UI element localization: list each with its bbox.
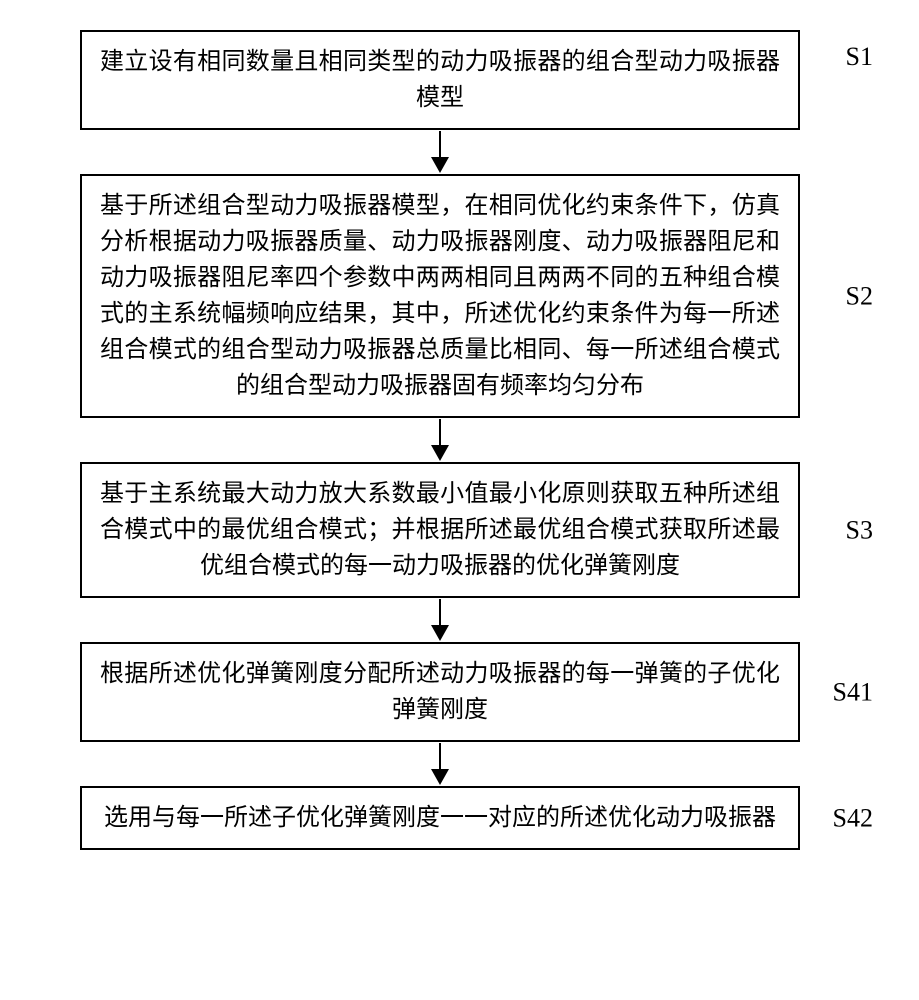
flowchart-node-s1: 建立设有相同数量且相同类型的动力吸振器的组合型动力吸振器模型 S1 xyxy=(80,30,800,130)
node-text: 基于所述组合型动力吸振器模型，在相同优化约束条件下，仿真分析根据动力吸振器质量、… xyxy=(100,188,780,404)
flowchart-node-s42: 选用与每一所述子优化弹簧刚度一一对应的所述优化动力吸振器 S42 xyxy=(80,786,800,850)
flowchart-arrow xyxy=(431,418,449,462)
node-label: S2 xyxy=(846,277,873,316)
arrow-line xyxy=(439,131,441,157)
arrow-head-icon xyxy=(431,157,449,173)
flowchart-node-s41: 根据所述优化弹簧刚度分配所述动力吸振器的每一弹簧的子优化弹簧刚度 S41 xyxy=(80,642,800,742)
arrow-line xyxy=(439,419,441,445)
node-label: S41 xyxy=(833,673,873,712)
arrow-line xyxy=(439,599,441,625)
node-text: 根据所述优化弹簧刚度分配所述动力吸振器的每一弹簧的子优化弹簧刚度 xyxy=(100,656,780,728)
flowchart-arrow xyxy=(431,598,449,642)
node-text: 建立设有相同数量且相同类型的动力吸振器的组合型动力吸振器模型 xyxy=(100,44,780,116)
node-label: S42 xyxy=(833,799,873,838)
arrow-head-icon xyxy=(431,625,449,641)
arrow-head-icon xyxy=(431,769,449,785)
flowchart-arrow xyxy=(431,742,449,786)
node-label: S1 xyxy=(846,37,873,76)
flowchart-node-s2: 基于所述组合型动力吸振器模型，在相同优化约束条件下，仿真分析根据动力吸振器质量、… xyxy=(80,174,800,418)
node-text: 选用与每一所述子优化弹簧刚度一一对应的所述优化动力吸振器 xyxy=(100,800,780,836)
flowchart-arrow xyxy=(431,130,449,174)
arrow-line xyxy=(439,743,441,769)
flowchart-container: 建立设有相同数量且相同类型的动力吸振器的组合型动力吸振器模型 S1 基于所述组合… xyxy=(80,30,800,850)
arrow-head-icon xyxy=(431,445,449,461)
node-text: 基于主系统最大动力放大系数最小值最小化原则获取五种所述组合模式中的最优组合模式；… xyxy=(100,476,780,584)
flowchart-node-s3: 基于主系统最大动力放大系数最小值最小化原则获取五种所述组合模式中的最优组合模式；… xyxy=(80,462,800,598)
node-label: S3 xyxy=(846,511,873,550)
